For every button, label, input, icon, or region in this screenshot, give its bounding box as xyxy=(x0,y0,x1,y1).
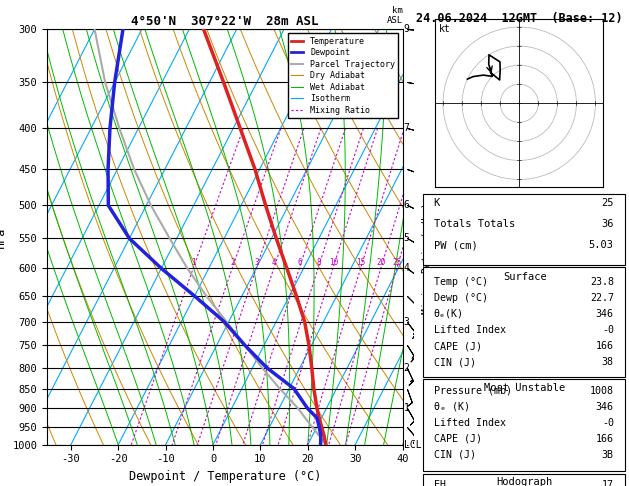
Text: 3: 3 xyxy=(255,258,259,267)
Title: 4°50'N  307°22'W  28m ASL: 4°50'N 307°22'W 28m ASL xyxy=(131,15,319,28)
Text: 166: 166 xyxy=(596,341,614,351)
Text: 36: 36 xyxy=(601,219,614,229)
Text: Lifted Index: Lifted Index xyxy=(434,325,506,335)
Bar xyxy=(423,474,625,486)
Text: Dewp (°C): Dewp (°C) xyxy=(434,293,487,303)
Text: K: K xyxy=(434,198,440,208)
Y-axis label: hPa: hPa xyxy=(0,226,7,247)
Text: CIN (J): CIN (J) xyxy=(434,450,476,460)
Text: LCL: LCL xyxy=(404,440,421,450)
Bar xyxy=(423,267,625,377)
Bar xyxy=(423,379,625,471)
Text: Pressure (mb): Pressure (mb) xyxy=(434,386,512,396)
Text: 6: 6 xyxy=(298,258,302,267)
Text: 346: 346 xyxy=(596,402,614,412)
Text: 8: 8 xyxy=(316,258,321,267)
Text: 22.7: 22.7 xyxy=(590,293,614,303)
Text: 6: 6 xyxy=(404,200,409,210)
Text: 24.06.2024  12GMT  (Base: 12): 24.06.2024 12GMT (Base: 12) xyxy=(416,12,623,25)
Text: 25: 25 xyxy=(601,198,614,208)
Text: kt: kt xyxy=(439,24,450,35)
Text: CIN (J): CIN (J) xyxy=(434,357,476,367)
Text: 1: 1 xyxy=(404,403,409,413)
Text: Temp (°C): Temp (°C) xyxy=(434,277,487,287)
Bar xyxy=(423,194,625,265)
Text: 5: 5 xyxy=(404,233,409,243)
Text: 1008: 1008 xyxy=(590,386,614,396)
Text: θₑ (K): θₑ (K) xyxy=(434,402,470,412)
Text: 9: 9 xyxy=(404,24,409,34)
Text: EH: EH xyxy=(434,480,446,486)
Text: CAPE (J): CAPE (J) xyxy=(434,341,482,351)
X-axis label: Dewpoint / Temperature (°C): Dewpoint / Temperature (°C) xyxy=(129,470,321,483)
Text: PW (cm): PW (cm) xyxy=(434,241,477,250)
Legend: Temperature, Dewpoint, Parcel Trajectory, Dry Adiabat, Wet Adiabat, Isotherm, Mi: Temperature, Dewpoint, Parcel Trajectory… xyxy=(287,34,398,118)
Text: Most Unstable: Most Unstable xyxy=(484,383,565,393)
Text: 10: 10 xyxy=(329,258,338,267)
Text: 2: 2 xyxy=(404,363,409,373)
Text: Hodograph: Hodograph xyxy=(497,477,553,486)
Text: 2: 2 xyxy=(230,258,235,267)
Text: 23.8: 23.8 xyxy=(590,277,614,287)
Text: 4: 4 xyxy=(404,263,409,274)
Text: -0: -0 xyxy=(602,418,614,428)
Text: 3: 3 xyxy=(404,316,409,327)
Text: km
ASL: km ASL xyxy=(386,6,403,25)
Text: 17: 17 xyxy=(602,480,614,486)
Text: Lifted Index: Lifted Index xyxy=(434,418,506,428)
Text: 346: 346 xyxy=(596,309,614,319)
Text: 166: 166 xyxy=(596,434,614,444)
Text: 4: 4 xyxy=(272,258,277,267)
Text: Mixing Ratio (g/kg): Mixing Ratio (g/kg) xyxy=(422,202,432,313)
Text: 25: 25 xyxy=(392,258,402,267)
Text: Totals Totals: Totals Totals xyxy=(434,219,515,229)
Text: 5.03: 5.03 xyxy=(589,241,614,250)
Text: Surface: Surface xyxy=(503,272,547,282)
Text: θₑ(K): θₑ(K) xyxy=(434,309,464,319)
Text: 1: 1 xyxy=(191,258,196,267)
Text: 3B: 3B xyxy=(602,450,614,460)
Text: 15: 15 xyxy=(357,258,365,267)
Text: 38: 38 xyxy=(602,357,614,367)
Text: 20: 20 xyxy=(377,258,386,267)
Text: CAPE (J): CAPE (J) xyxy=(434,434,482,444)
Text: -0: -0 xyxy=(602,325,614,335)
Text: 7: 7 xyxy=(404,123,409,134)
